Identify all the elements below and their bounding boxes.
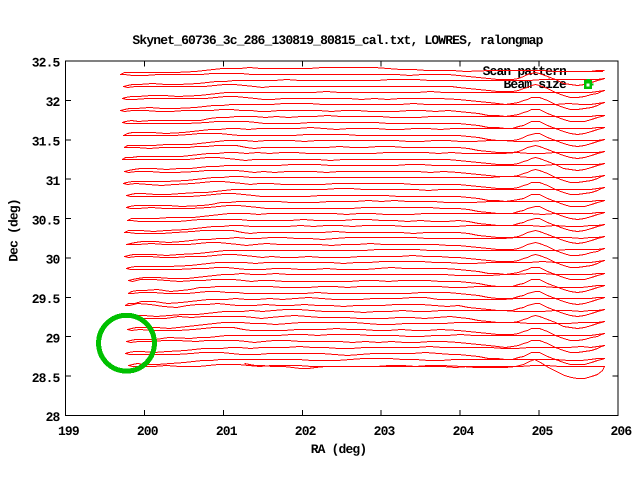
svg-text:205: 205 [532,424,554,439]
svg-text:Scan pattern: Scan pattern [483,64,567,79]
svg-text:203: 203 [374,424,396,439]
svg-text:RA (deg): RA (deg) [311,442,367,457]
svg-text:202: 202 [295,424,317,439]
svg-text:Skynet_60736_3c_286_130819_808: Skynet_60736_3c_286_130819_80815_cal.txt… [132,33,543,48]
svg-text:32.5: 32.5 [32,56,61,71]
svg-text:30.5: 30.5 [32,213,61,228]
svg-text:201: 201 [216,424,238,439]
svg-text:28.5: 28.5 [32,371,61,386]
svg-text:200: 200 [137,424,159,439]
svg-text:28: 28 [46,410,61,425]
svg-text:29.5: 29.5 [32,292,61,307]
svg-text:32: 32 [46,95,61,110]
svg-text:199: 199 [58,424,80,439]
svg-text:31: 31 [46,174,61,189]
svg-text:30: 30 [46,253,61,268]
svg-text:204: 204 [453,424,475,439]
svg-text:Dec (deg): Dec (deg) [7,199,22,262]
svg-text:29: 29 [46,331,61,346]
svg-text:31.5: 31.5 [32,135,61,150]
svg-text:206: 206 [610,424,632,439]
